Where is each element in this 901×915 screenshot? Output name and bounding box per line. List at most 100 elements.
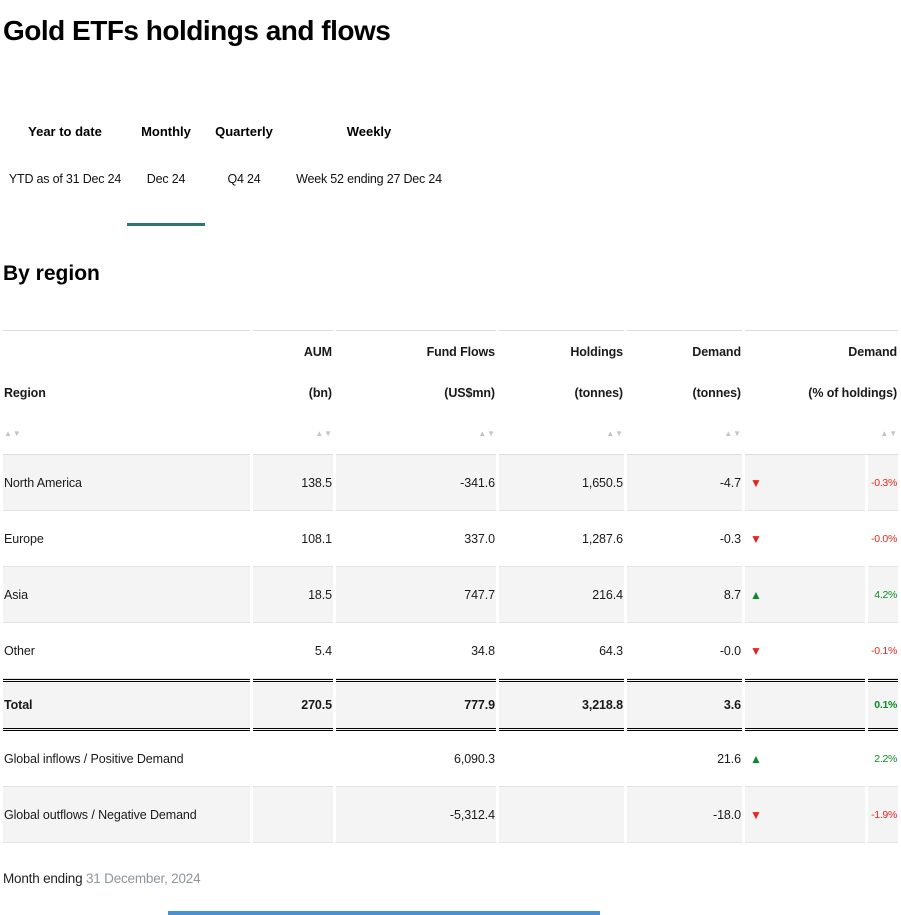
tab-label: Monthly [141,124,191,139]
table-row-region: Asia 18.5 747.7 216.4 8.7 ▲ 4.2% [3,567,899,623]
column-header--us-mn-: Fund Flows (US$mn) ▲ ▼ [336,330,496,455]
column-header-line1 [3,331,250,372]
demand-pct-cell: -0.1% [868,623,899,679]
region-cell: Asia [3,567,250,623]
demand-cell: -4.7 [627,455,742,511]
tab-quarterly[interactable]: Quarterly Q4 24 [205,124,283,226]
sort-control[interactable]: ▲ ▼ [315,428,332,438]
tab-sublabel: YTD as of 31 Dec 24 [8,172,122,186]
sort-control-line: ▲ ▼ [499,413,624,454]
sort-control-line: ▲ ▼ [336,413,496,454]
column-header-line1: AUM [303,344,332,359]
column-header-line1: Fund Flows [426,344,496,359]
aum-cell: 18.5 [253,567,333,623]
tab-weekly[interactable]: Weekly Week 52 ending 27 Dec 24 [283,124,455,226]
tab-active-underline [205,223,283,226]
aum-cell [253,731,333,787]
demand-trend-up-icon: ▲ [745,567,865,623]
table-row-region: North America 138.5 -341.6 1,650.5 -4.7 ▼ -0.3… [3,455,899,511]
sort-control[interactable]: ▲ ▼ [478,428,495,438]
sort-control[interactable]: ▲ ▼ [880,428,897,438]
demand-pct-cell: -0.0% [868,511,899,567]
region-cell: North America [3,455,250,511]
fund-flows-cell: 337.0 [336,511,496,567]
bottom-accent-bar [168,911,600,915]
tab-sublabel: Week 52 ending 27 Dec 24 [296,172,442,186]
table-row-total: Total 270.5 777.9 3,218.8 3.6 0.1% [3,679,899,731]
column-header-line1: Holdings [570,344,623,359]
column-header-line1: Demand [692,344,741,359]
demand-trend-down-icon: ▼ [745,623,865,679]
demand-trend-down-icon: ▼ [745,455,865,511]
tab-active-underline [3,223,127,226]
table-header-row: Region ▲ ▼ AUM (bn) ▲ ▼ Fund Flows (US$mn) ▲ ▼ Hold… [3,330,899,455]
demand-pct-cell: -1.9% [868,787,899,843]
column-header-line1: Demand [848,344,898,359]
sort-up-icon: ▲ [724,428,733,438]
column-header-line2: (US$mn) [444,385,495,400]
sort-control-line: ▲ ▼ [745,413,898,454]
demand-cell: -18.0 [627,787,742,843]
fund-flows-cell: 34.8 [336,623,496,679]
table-row-region: Other 5.4 34.8 64.3 -0.0 ▼ -0.1% [3,623,899,679]
aum-cell: 5.4 [253,623,333,679]
aum-cell: 270.5 [253,679,333,731]
column-header-region: Region ▲ ▼ [3,330,250,455]
column-header--tonnes-: Demand (tonnes) ▲ ▼ [627,330,742,455]
tab-monthly[interactable]: Monthly Dec 24 [127,124,205,226]
demand-cell: 3.6 [627,679,742,731]
sort-up-icon: ▲ [880,428,889,438]
region-cell: Total [3,679,250,731]
fund-flows-cell: 777.9 [336,679,496,731]
sort-control[interactable]: ▲ ▼ [606,428,623,438]
tab-active-underline [127,223,205,226]
tab-sublabel: Dec 24 [146,172,186,186]
sort-down-icon: ▼ [324,428,332,438]
column-header-line2: (tonnes) [574,385,624,400]
holdings-cell: 1,650.5 [499,455,624,511]
sort-control[interactable]: ▲ ▼ [724,428,741,438]
sort-down-icon: ▼ [615,428,623,438]
sort-down-icon: ▼ [487,428,495,438]
demand-cell: 8.7 [627,567,742,623]
holdings-cell: 216.4 [499,567,624,623]
demand-cell: -0.3 [627,511,742,567]
tab-label: Weekly [346,124,392,139]
column-header-line2: (% of holdings) [808,385,898,400]
tab-label: Quarterly [215,124,273,139]
sort-up-icon: ▲ [315,428,324,438]
sort-down-icon: ▼ [733,428,741,438]
aum-cell: 108.1 [253,511,333,567]
tab-sublabel: Q4 24 [227,172,261,186]
sort-up-icon: ▲ [478,428,487,438]
tab-year-to-date[interactable]: Year to date YTD as of 31 Dec 24 [3,124,127,226]
tab-label: Year to date [28,124,102,139]
sort-control[interactable]: ▲ ▼ [4,428,21,438]
fund-flows-cell: -341.6 [336,455,496,511]
column-header-line2: (bn) [308,385,332,400]
footnote-label: Month ending [3,871,83,886]
demand-pct-cell: 2.2% [868,731,899,787]
holdings-cell: 64.3 [499,623,624,679]
demand-pct-cell: 0.1% [868,679,899,731]
sort-control-line: ▲ ▼ [253,413,333,454]
demand-trend-up-icon: ▲ [745,731,865,787]
sort-control-line: ▲ ▼ [627,413,742,454]
sort-down-icon: ▼ [12,428,21,438]
demand-pct-cell: -0.3% [868,455,899,511]
fund-flows-cell: 6,090.3 [336,731,496,787]
demand-cell: 21.6 [627,731,742,787]
column-header-line2: Region [4,385,46,400]
column-header--tonnes-: Holdings (tonnes) ▲ ▼ [499,330,624,455]
holdings-cell [499,787,624,843]
holdings-cell: 1,287.6 [499,511,624,567]
period-tabs: Year to date YTD as of 31 Dec 24 Monthly De… [3,124,901,226]
sort-up-icon: ▲ [4,428,12,438]
column-header--bn-: AUM (bn) ▲ ▼ [253,330,333,455]
demand-trend-icon [745,679,865,731]
aum-cell [253,787,333,843]
region-cell: Other [3,623,250,679]
tab-active-underline [283,223,455,226]
region-cell: Global outflows / Negative Demand [3,787,250,843]
column-header-line2: (tonnes) [692,385,742,400]
